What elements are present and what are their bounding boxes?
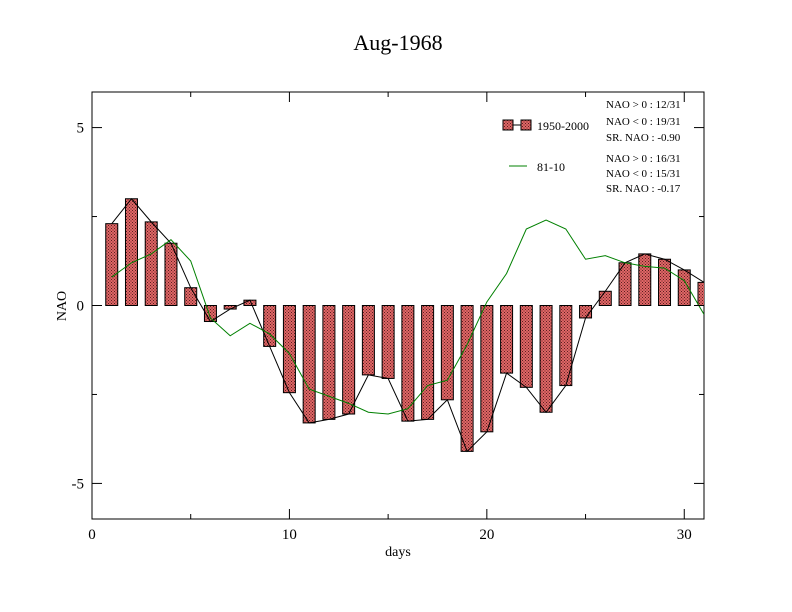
bar-day-21 — [500, 305, 514, 374]
x-tick-label-30: 30 — [677, 527, 692, 543]
bar-day-17 — [421, 305, 435, 420]
y-tick-label-0: 0 — [77, 299, 85, 315]
legend-bar-swatch-left — [502, 119, 514, 131]
stat-1950-2000-neg: NAO < 0 : 19/31 — [606, 116, 681, 128]
bars-series — [105, 198, 704, 452]
y-axis-label: NAO — [55, 291, 70, 321]
bar-day-9 — [263, 305, 277, 347]
lines-layer — [111, 197, 704, 453]
x-axis-label: days — [385, 545, 411, 560]
bar-day-20 — [480, 305, 494, 433]
stat-1950-2000-pos: NAO > 0 : 12/31 — [606, 99, 681, 111]
legend-label-81-10: 81-10 — [537, 160, 565, 174]
legend-label-1950-2000: 1950-2000 — [537, 119, 589, 133]
bar-day-12 — [322, 305, 336, 420]
stats-annotations: NAO > 0 : 12/31 NAO < 0 : 19/31 SR. NAO … — [606, 99, 681, 195]
stat-81-10-neg: NAO < 0 : 15/31 — [606, 168, 681, 180]
legend-bar-swatch-right — [520, 119, 532, 131]
bar-day-3 — [144, 221, 158, 306]
bar-day-15 — [381, 305, 395, 379]
bar-day-18 — [440, 305, 454, 401]
bar-day-13 — [342, 305, 356, 415]
bar-day-5 — [184, 287, 198, 307]
y-tick-label-5: 5 — [77, 121, 85, 137]
bar-day-29 — [658, 258, 672, 307]
x-tick-label-0: 0 — [88, 527, 96, 543]
bar-day-2 — [124, 198, 138, 306]
bar-day-23 — [539, 305, 553, 413]
stat-1950-2000-sr: SR. NAO : -0.90 — [606, 132, 681, 144]
bar-day-19 — [460, 305, 474, 452]
bar-day-24 — [559, 305, 573, 387]
bar-day-22 — [519, 305, 533, 388]
x-tick-label-10: 10 — [282, 527, 297, 543]
bar-day-11 — [302, 305, 316, 424]
y-tick-label--5: -5 — [72, 476, 85, 492]
x-tick-label-20: 20 — [479, 527, 494, 543]
bar-day-31 — [697, 281, 704, 306]
series-1950-2000-line — [111, 197, 704, 453]
bar-day-1 — [105, 223, 119, 307]
legend: 1950-2000 81-10 — [502, 119, 589, 174]
series-81-10-line — [111, 219, 704, 415]
bar-day-14 — [361, 305, 375, 376]
bar-day-28 — [638, 253, 652, 306]
ticks-layer: 0 10 20 30 -5 0 5 — [72, 92, 704, 543]
chart-title: Aug-1968 — [353, 30, 442, 55]
stat-81-10-pos: NAO > 0 : 16/31 — [606, 153, 681, 165]
bar-day-26 — [598, 290, 612, 306]
stat-81-10-sr: SR. NAO : -0.17 — [606, 183, 681, 195]
